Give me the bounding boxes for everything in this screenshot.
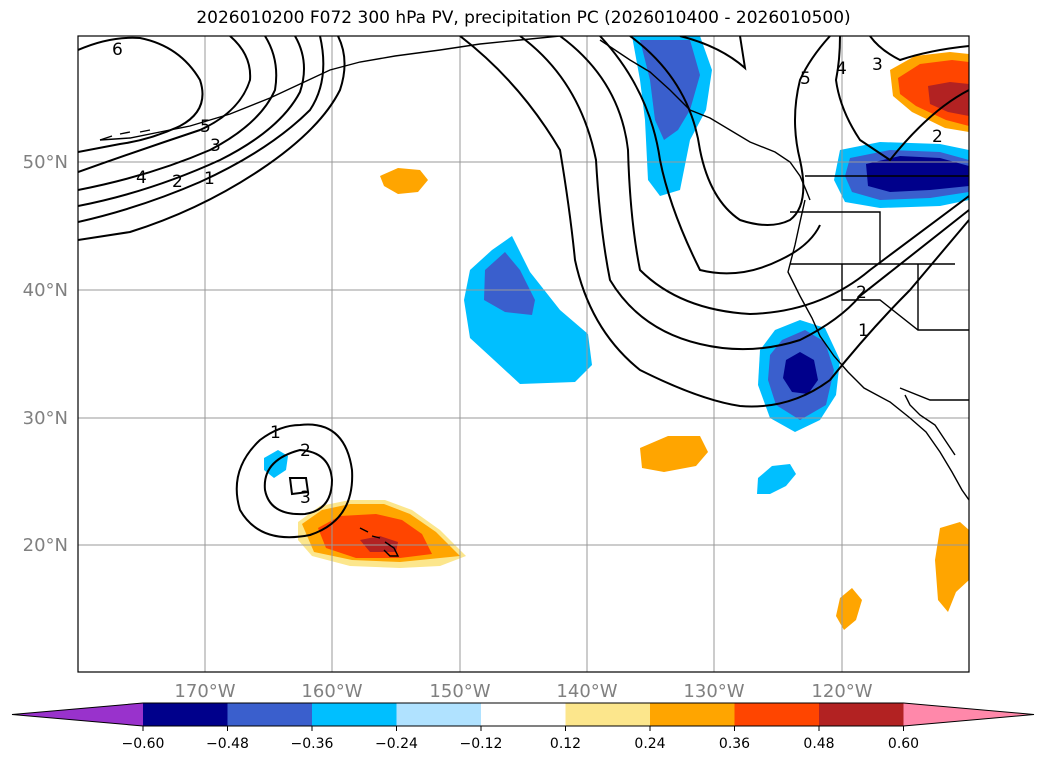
pv-contour-6: [78, 36, 204, 153]
baja-coast: [904, 394, 956, 456]
pv-cutoff-low-2: [263, 448, 334, 516]
pv-label-1: 1: [270, 423, 281, 443]
colorbar-extend-min: [12, 703, 143, 726]
precip-positive-area: [935, 522, 969, 612]
pv-trough-3: [559, 36, 969, 316]
colorbar-tick-label: 0.12: [550, 736, 581, 752]
colorbar-segment: [734, 703, 820, 726]
pv-trough-4: [599, 36, 821, 275]
hawaii-islands: [359, 527, 400, 557]
colorbar-tick-label: 0.48: [803, 736, 834, 752]
coastlines: [99, 36, 969, 557]
state-border: [841, 264, 969, 331]
longitude-labels: 170°W 160°W 150°W 140°W 130°W 120°W: [174, 681, 872, 702]
precip-negative-core: [484, 252, 535, 315]
colorbar-segment: [650, 703, 735, 726]
precip-very-strong-positive: [928, 82, 969, 116]
precip-positive-area: [836, 588, 862, 630]
colorbar-segment: [819, 703, 904, 726]
graticule: [78, 36, 969, 672]
pv-ridge: [834, 36, 969, 162]
pv-label-2: 2: [856, 283, 867, 303]
colorbar-segment: [312, 703, 397, 726]
lat-label: 20°N: [23, 535, 68, 556]
pv-label-2: 2: [300, 441, 311, 461]
colorbar-extend-max: [903, 703, 1034, 726]
pv-trough-5: [629, 36, 831, 226]
colorbar-tick-label: −0.12: [460, 736, 503, 752]
mexico-border: [899, 387, 969, 401]
precip-positive-area: [380, 168, 428, 194]
pv-label-3: 3: [210, 136, 221, 156]
colorbar-tick-label: 0.36: [719, 736, 750, 752]
lon-label: 130°W: [683, 681, 744, 702]
pv-ridge: [869, 36, 969, 62]
pv-contour-labels: 6 5 4 3 2 1 5 4 3 2 2 1 1 2 3: [112, 40, 943, 508]
lat-label: 50°N: [23, 152, 68, 173]
colorbar-segment: [227, 703, 313, 726]
colorbar: −0.60 −0.48 −0.36 −0.24 −0.12 0.12 0.24 0.36 0.4…: [11, 702, 1035, 752]
pv-label-6: 6: [112, 40, 123, 60]
pv-label-1: 1: [204, 169, 215, 189]
latitude-labels: 50°N 40°N 30°N 20°N: [23, 152, 68, 556]
pv-cutoff-low-3: [288, 477, 310, 496]
pv-label-5: 5: [800, 69, 811, 89]
precip-positive-area: [640, 436, 708, 472]
pv-cutoff-low-1: [235, 423, 354, 539]
pv-contours: [78, 36, 969, 539]
precip-very-strong-positive: [360, 536, 398, 552]
pv-contour-4: [78, 36, 278, 191]
bc-coast: [599, 39, 811, 201]
pv-label-2: 2: [932, 127, 943, 147]
precip-strong-negative: [866, 156, 969, 192]
colorbar-tick-label: 0.24: [634, 736, 665, 752]
map-frame: [77, 35, 970, 673]
pv-contour-5: [78, 36, 252, 173]
precip-strong-positive: [318, 514, 432, 558]
aleutian-islands: [99, 129, 151, 141]
pv-contour-3: [78, 36, 305, 207]
colorbar-tick-label: −0.48: [206, 736, 249, 752]
lon-label: 140°W: [556, 681, 617, 702]
lat-label: 30°N: [23, 408, 68, 429]
colorbar-tick-label: −0.36: [291, 736, 334, 752]
pv-label-1: 1: [858, 321, 869, 341]
pv-label-4: 4: [836, 59, 847, 79]
colorbar-segment: [481, 703, 566, 726]
colorbar-tick-label: −0.24: [375, 736, 418, 752]
us-west-coast: [787, 199, 969, 501]
colorbar-tick-label: 0.60: [888, 736, 919, 752]
pv-label-3: 3: [300, 488, 311, 508]
lon-label: 170°W: [174, 681, 235, 702]
pv-contour-2: [78, 36, 325, 223]
precip-negative-area: [757, 464, 796, 494]
pv-label-2: 2: [172, 172, 183, 192]
alaska-coast: [99, 36, 561, 141]
pv-contour-1: [78, 36, 346, 241]
pv-trough-1: [459, 36, 969, 408]
lat-label: 40°N: [23, 280, 68, 301]
pv-trough-2: [519, 36, 969, 351]
lon-label: 120°W: [811, 681, 872, 702]
pv-label-4: 4: [136, 168, 147, 188]
state-border: [790, 211, 955, 265]
pv-ridge-4: [679, 36, 747, 71]
lon-label: 150°W: [429, 681, 490, 702]
colorbar-segment: [565, 703, 651, 726]
map-title: 2026010200 F072 300 hPa PV, precipitatio…: [196, 8, 851, 28]
pv-label-3: 3: [872, 55, 883, 75]
precip-strong-negative: [783, 352, 818, 394]
colorbar-segment: [143, 703, 228, 726]
colorbar-segment: [396, 703, 482, 726]
colorbar-tick-label: −0.60: [122, 736, 165, 752]
pv-label-5: 5: [200, 117, 211, 137]
lon-label: 160°W: [301, 681, 362, 702]
